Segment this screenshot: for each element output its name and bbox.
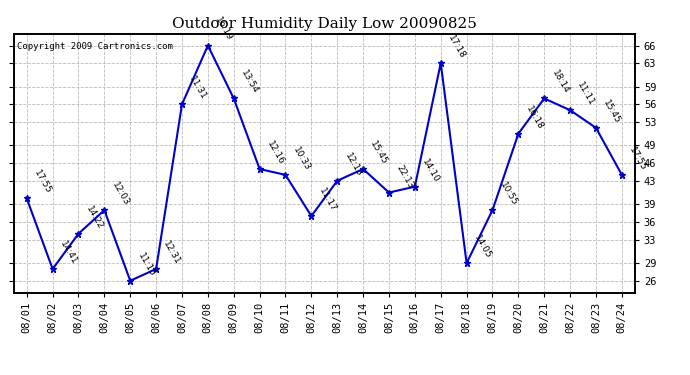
Text: 17:55: 17:55 <box>32 169 53 196</box>
Text: 22:13: 22:13 <box>395 163 415 190</box>
Text: 14:05: 14:05 <box>472 234 493 260</box>
Text: 14:10: 14:10 <box>420 157 441 184</box>
Text: 11:15: 11:15 <box>136 251 157 278</box>
Text: 10:55: 10:55 <box>498 180 519 207</box>
Text: 11:17: 11:17 <box>317 186 337 213</box>
Text: 12:03: 12:03 <box>110 181 130 207</box>
Text: 18:14: 18:14 <box>550 69 571 96</box>
Text: 16:18: 16:18 <box>524 104 544 131</box>
Text: 12:31: 12:31 <box>161 239 182 266</box>
Text: 16:19: 16:19 <box>213 16 234 43</box>
Text: 15:45: 15:45 <box>602 98 622 125</box>
Title: Outdoor Humidity Daily Low 20090825: Outdoor Humidity Daily Low 20090825 <box>172 17 477 31</box>
Text: 12:16: 12:16 <box>265 140 286 166</box>
Text: 14:22: 14:22 <box>84 204 105 231</box>
Text: 14:41: 14:41 <box>58 240 79 266</box>
Text: 11:11: 11:11 <box>575 81 596 107</box>
Text: 11:31: 11:31 <box>188 75 208 102</box>
Text: 12:13: 12:13 <box>343 151 364 178</box>
Text: 13:54: 13:54 <box>239 69 260 96</box>
Text: Copyright 2009 Cartronics.com: Copyright 2009 Cartronics.com <box>17 42 172 51</box>
Text: 17:55: 17:55 <box>627 145 648 172</box>
Text: 15:45: 15:45 <box>368 140 389 166</box>
Text: 10:33: 10:33 <box>291 145 312 172</box>
Text: 17:18: 17:18 <box>446 33 467 60</box>
